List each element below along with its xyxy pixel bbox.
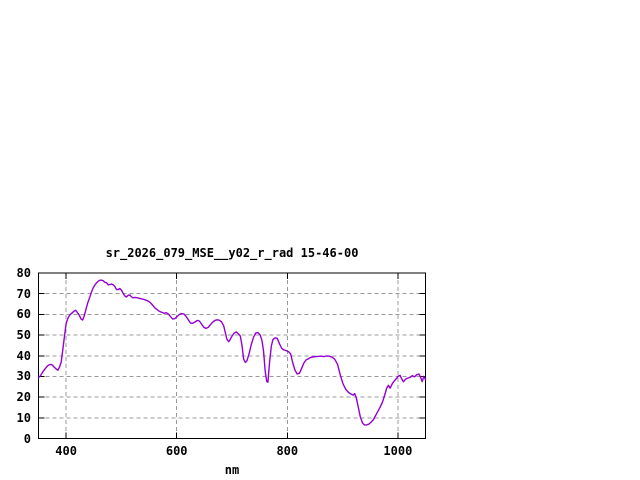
y-tick-label: 60 xyxy=(16,307,31,322)
y-tick-label: 30 xyxy=(16,369,31,384)
grid-lines xyxy=(38,273,426,439)
plot-border xyxy=(38,272,426,439)
y-tick-label: 70 xyxy=(16,286,31,301)
y-tick-label: 50 xyxy=(16,328,31,343)
x-tick-label: 1000 xyxy=(383,444,413,458)
chart-title: sr_2026_079_MSE__y02_r_rad 15-46-00 xyxy=(105,246,359,260)
x-tick-label: 600 xyxy=(165,444,188,458)
x-tick-label: 400 xyxy=(55,444,77,458)
x-axis-title: nm xyxy=(224,463,240,477)
y-tick-label: 40 xyxy=(16,348,31,363)
spectrum-curve xyxy=(37,279,427,426)
y-tick-label: 20 xyxy=(16,390,31,405)
y-tick-label: 10 xyxy=(16,410,31,425)
y-tick-label: 0 xyxy=(23,431,31,446)
x-tick-label: 800 xyxy=(276,444,299,458)
y-tick-label: 80 xyxy=(16,266,31,280)
